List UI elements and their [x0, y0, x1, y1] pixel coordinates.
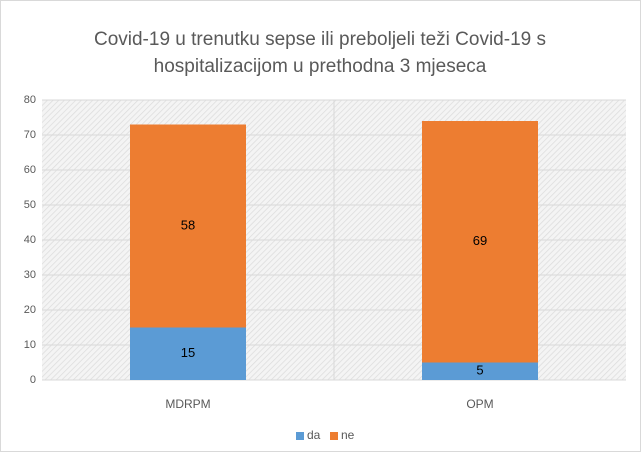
- bar-segment: [130, 327, 246, 380]
- data-label: 15: [181, 345, 195, 360]
- y-tick-label: 80: [24, 94, 36, 106]
- legend-swatch: [330, 432, 338, 440]
- y-tick-label: 70: [24, 129, 36, 141]
- x-tick-label: OPM: [466, 397, 493, 411]
- bar-segment: [130, 124, 246, 328]
- bar-segment: [422, 121, 538, 363]
- y-tick-label: 30: [24, 269, 36, 281]
- y-tick-label: 20: [24, 304, 36, 316]
- legend-swatch: [296, 432, 304, 440]
- y-tick-label: 50: [24, 199, 36, 211]
- y-tick-label: 10: [24, 339, 36, 351]
- data-label: 58: [181, 217, 195, 232]
- y-tick-label: 60: [24, 164, 36, 176]
- bar-segment: [422, 362, 538, 380]
- legend-label: da: [307, 428, 321, 442]
- legend-label: ne: [341, 428, 355, 442]
- y-tick-label: 0: [30, 374, 36, 386]
- data-label: 5: [476, 363, 483, 378]
- x-tick-label: MDRPM: [165, 397, 210, 411]
- y-tick-label: 40: [24, 234, 36, 246]
- chart-title: Covid-19 u trenutku sepse ili preboljeli…: [93, 29, 546, 77]
- data-label: 69: [473, 233, 487, 248]
